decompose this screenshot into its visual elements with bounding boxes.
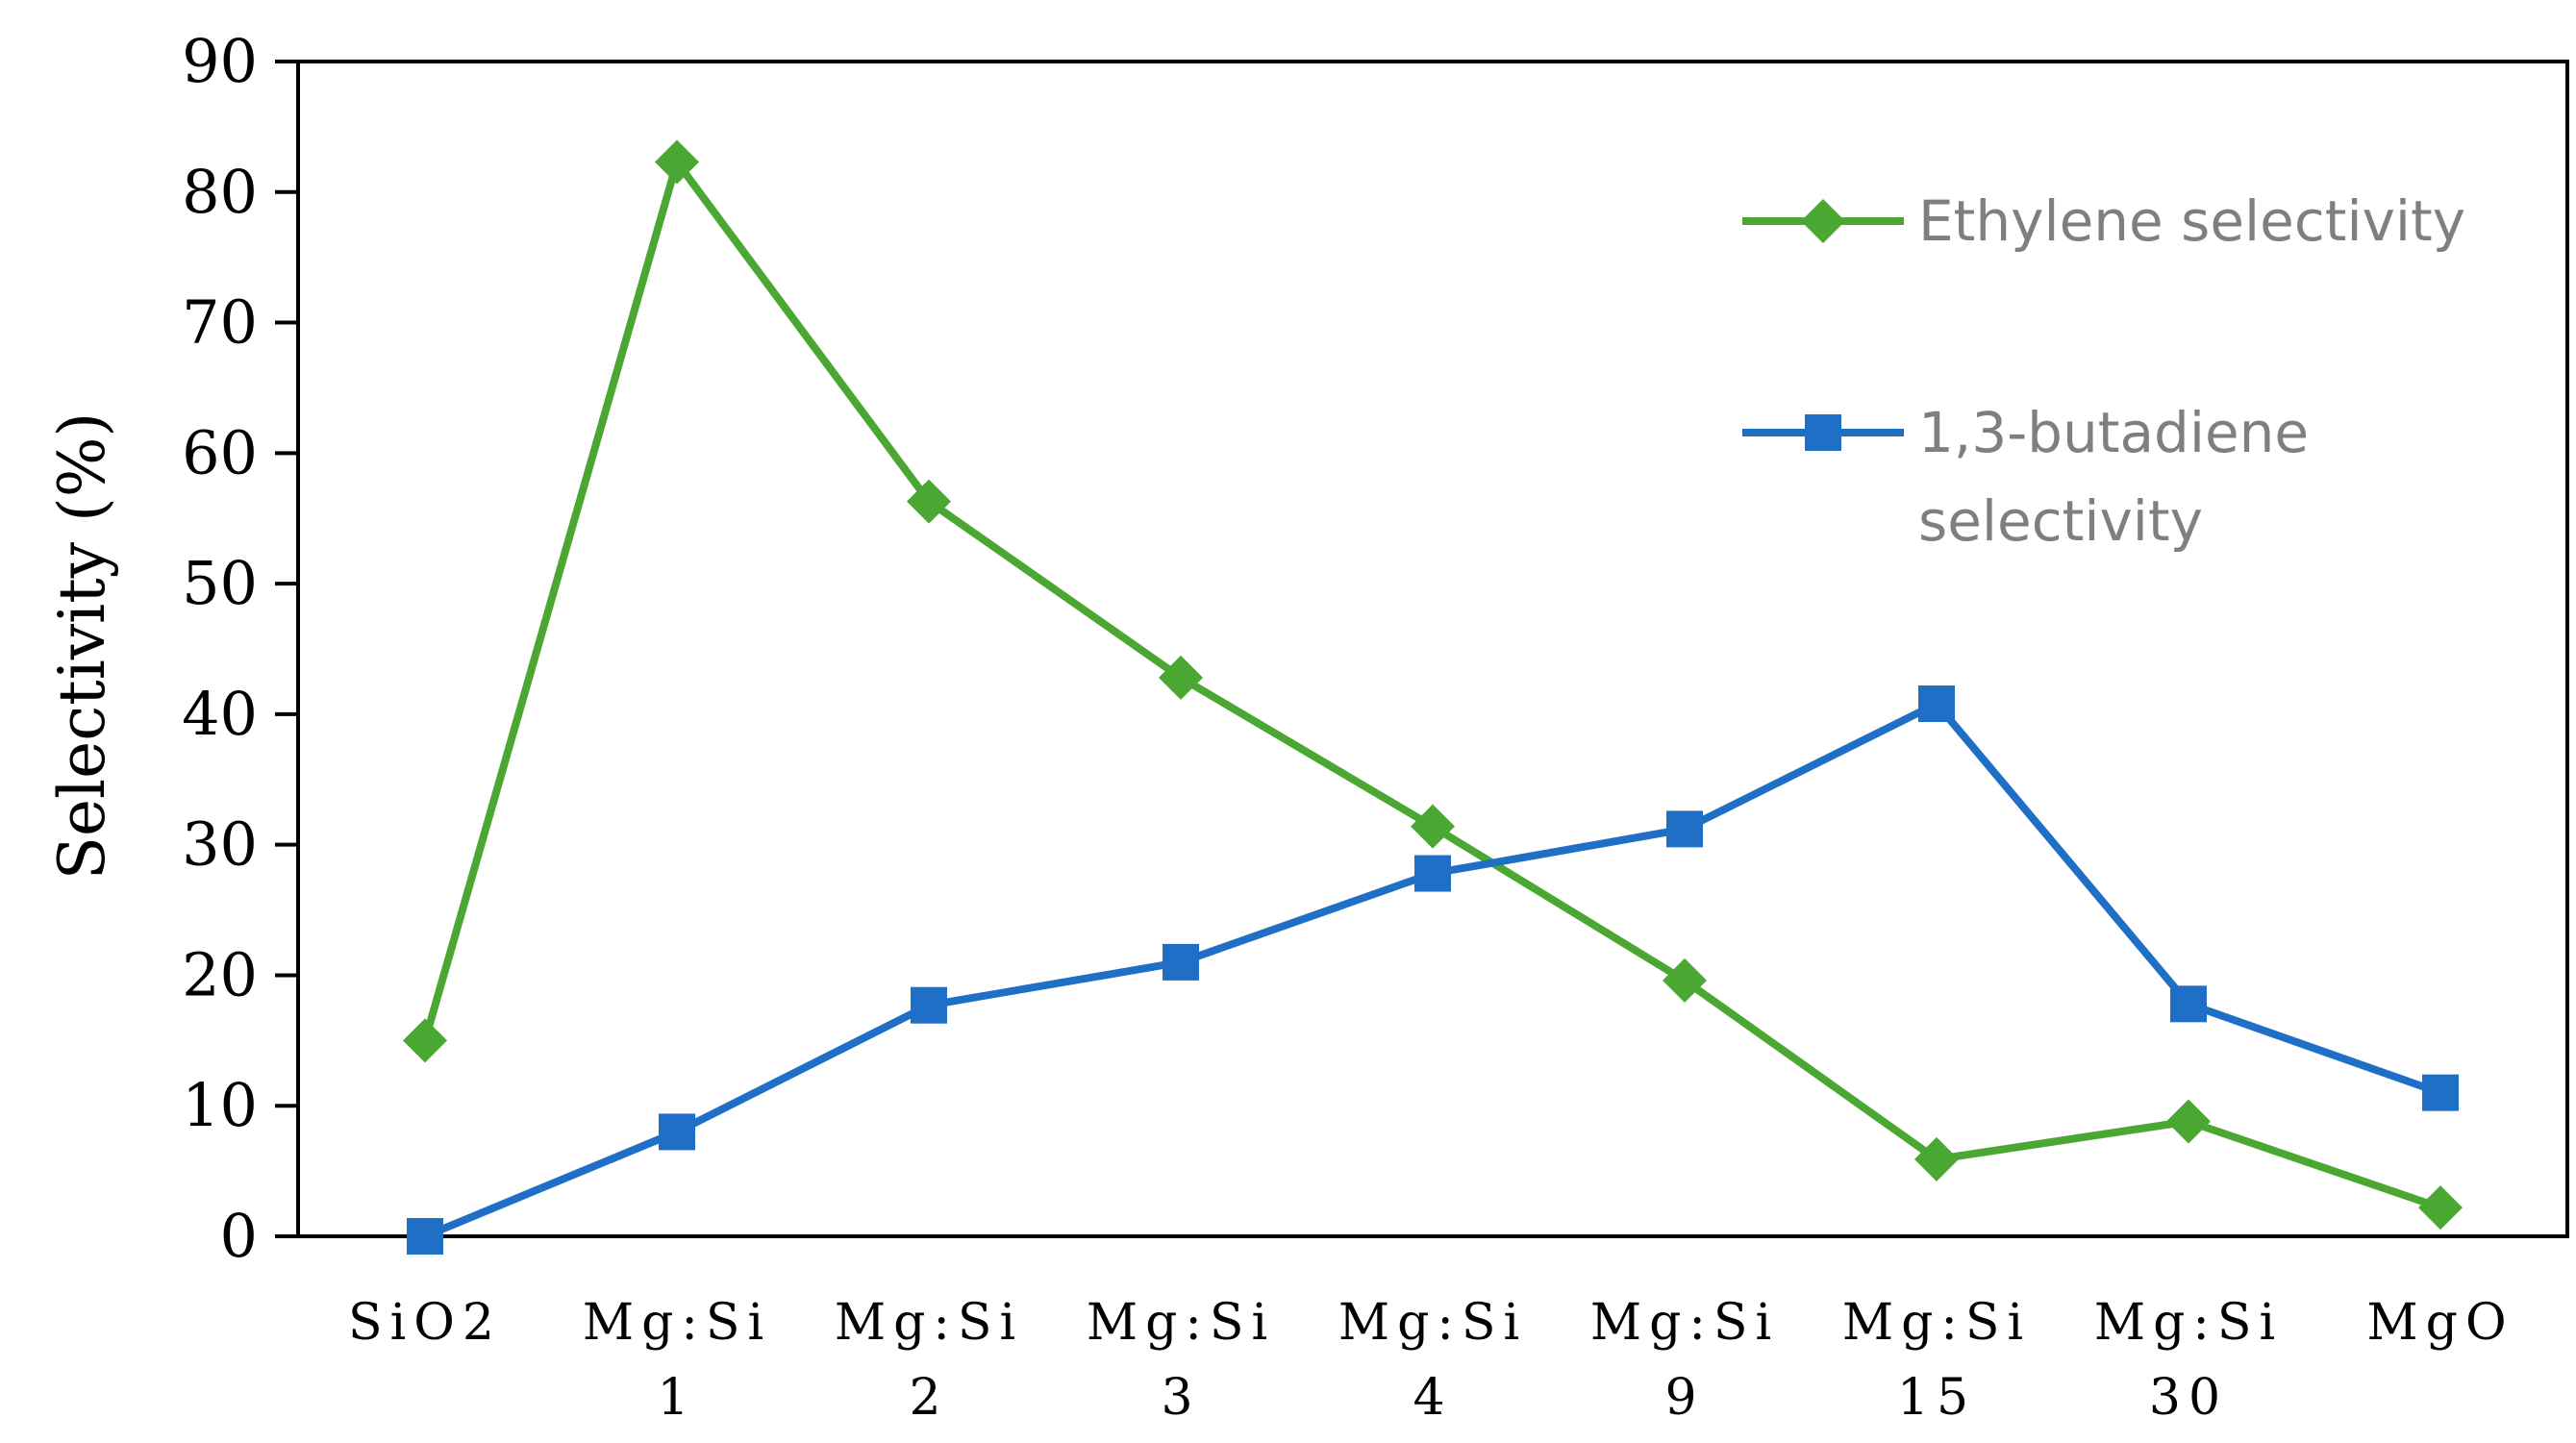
data-point [2418, 1185, 2463, 1231]
data-point [1414, 855, 1451, 892]
x-tick-label: Mg:Si [1842, 1294, 2031, 1352]
data-point [1411, 804, 1455, 849]
x-tick-label: 1 [657, 1369, 696, 1427]
data-point [1918, 685, 1955, 723]
data-point [1914, 1136, 1959, 1182]
data-point [403, 1018, 447, 1063]
data-series [403, 139, 2463, 1255]
legend-label: selectivity [1918, 488, 2203, 554]
series-line [423, 700, 2442, 1240]
data-point [2166, 1099, 2211, 1144]
series-butadiene [407, 685, 2459, 1255]
data-point [655, 139, 699, 185]
data-point [2422, 1074, 2459, 1111]
y-tick-label: 20 [182, 939, 258, 1009]
data-point [407, 1218, 443, 1255]
x-axis-labels: SiO2 Mg:Si 1 Mg:Si 2 Mg:Si 3 Mg:Si 4 Mg:Si 9 Mg:Si 1… [348, 1294, 2513, 1427]
y-tick-label: 10 [182, 1070, 258, 1140]
data-point [1666, 810, 1703, 848]
series-line [421, 158, 2442, 1211]
legend-label: Ethylene selectivity [1918, 188, 2465, 254]
y-axis-title: Selectivity (%) [45, 412, 119, 880]
plot-frame [296, 60, 2569, 1238]
x-tick-label: Mg:Si [835, 1294, 1023, 1352]
x-tick-label: Mg:Si [1590, 1294, 1779, 1352]
data-point [659, 1113, 695, 1151]
y-tick-label: 90 [182, 26, 258, 96]
y-tick-label: 30 [182, 809, 258, 880]
y-tick-label: 50 [182, 548, 258, 618]
x-tick-label: 3 [1161, 1369, 1200, 1427]
x-tick-label: 4 [1413, 1369, 1452, 1427]
data-point [2170, 985, 2207, 1023]
x-tick-label: Mg:Si [2094, 1294, 2283, 1352]
legend-label: 1,3-butadiene [1918, 400, 2309, 465]
y-tick-label: 70 [182, 287, 258, 358]
x-tick-label: 30 [2149, 1369, 2228, 1427]
y-tick-label: 0 [220, 1201, 258, 1271]
x-tick-label: 15 [1897, 1369, 1976, 1427]
legend-marker [1801, 199, 1845, 243]
x-tick-label: MgO [2366, 1294, 2513, 1352]
legend-marker [1805, 414, 1841, 451]
series-ethylene [403, 139, 2463, 1231]
data-point [1663, 958, 1707, 1003]
y-tick-label: 80 [182, 157, 258, 227]
y-tick-label: 60 [182, 417, 258, 487]
legend-item: Ethylene selectivity [1742, 188, 2465, 254]
data-point [907, 479, 951, 524]
x-tick-label: 2 [909, 1369, 948, 1427]
axes [296, 60, 2569, 1238]
x-tick-label: SiO2 [348, 1294, 502, 1352]
data-point [1159, 655, 1203, 700]
x-tick-label: Mg:Si [1087, 1294, 1275, 1352]
x-tick-label: Mg:Si [1338, 1294, 1527, 1352]
data-point [911, 986, 947, 1024]
x-tick-label: Mg:Si [583, 1294, 771, 1352]
x-tick-label: 9 [1664, 1369, 1704, 1427]
y-tick-label: 40 [182, 679, 258, 749]
legend-item: 1,3-butadiene selectivity [1742, 400, 2309, 554]
data-point [1163, 943, 1199, 981]
legend: Ethylene selectivity 1,3-butadiene selecti… [1742, 188, 2465, 554]
y-axis-ticks: 0 10 20 30 40 50 60 70 80 90 [182, 26, 298, 1271]
